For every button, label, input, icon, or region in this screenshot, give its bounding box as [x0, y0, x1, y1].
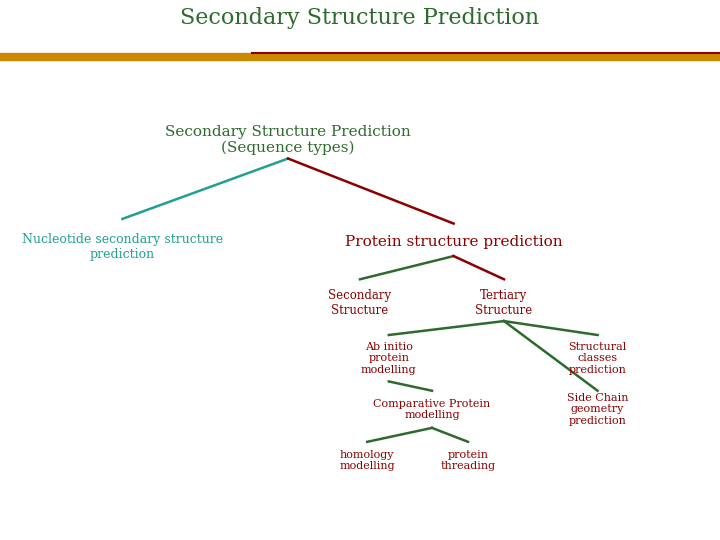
Text: homology
modelling: homology modelling	[339, 450, 395, 471]
Text: Side Chain
geometry
prediction: Side Chain geometry prediction	[567, 393, 629, 426]
Text: Tertiary
Structure: Tertiary Structure	[475, 288, 533, 316]
Text: Iowa State University
(Ames): Iowa State University (Ames)	[576, 512, 687, 534]
Text: Secondary Structure Prediction
(Sequence types): Secondary Structure Prediction (Sequence…	[165, 125, 411, 156]
Text: Structural
classes
prediction: Structural classes prediction	[569, 342, 626, 375]
Text: Protein structure prediction: Protein structure prediction	[345, 235, 562, 249]
Text: protein
threading: protein threading	[441, 450, 495, 471]
Text: Secondary
Structure: Secondary Structure	[328, 288, 392, 316]
Text: Ab initio
protein
modelling: Ab initio protein modelling	[361, 342, 417, 375]
Text: Secondary Structure Prediction: Secondary Structure Prediction	[181, 7, 539, 29]
Text: Nucleotide secondary structure
prediction: Nucleotide secondary structure predictio…	[22, 233, 223, 261]
Text: 17 - CPRE 583 (Reconfigurable Computing):  VHDL overview 2: 17 - CPRE 583 (Reconfigurable Computing)…	[14, 518, 375, 528]
Text: Comparative Protein
modelling: Comparative Protein modelling	[374, 399, 490, 420]
